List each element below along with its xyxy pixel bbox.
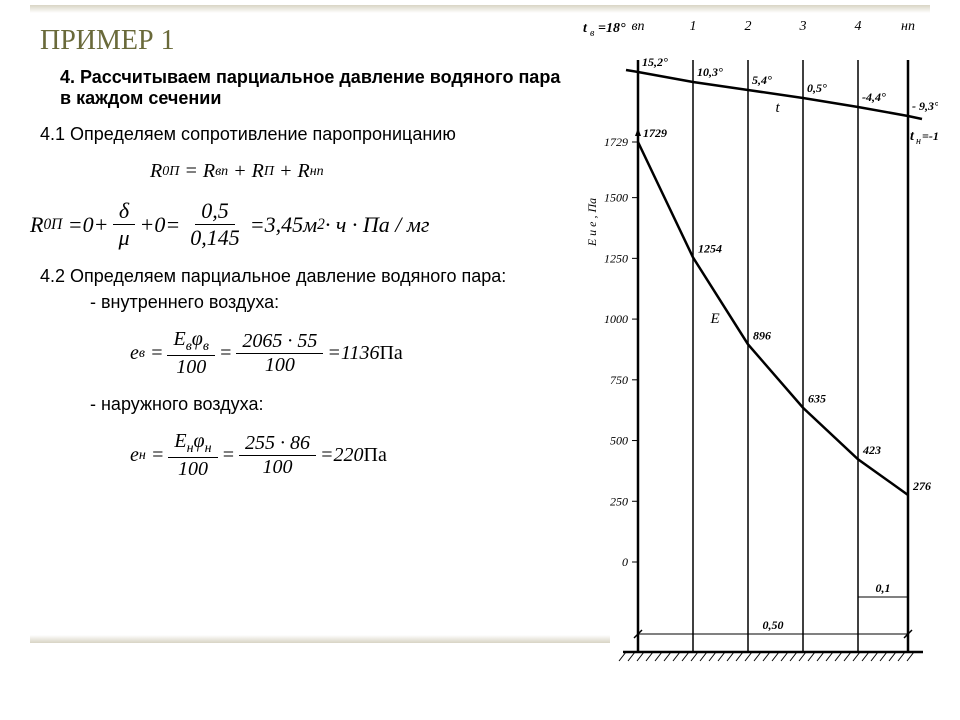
svg-text:5,4°: 5,4° [752,73,772,87]
svg-text:1729: 1729 [643,126,667,140]
svg-text:t: t [910,129,915,144]
svg-text:1729: 1729 [604,135,628,149]
svg-text:276: 276 [912,479,931,493]
svg-text:-4,4°: -4,4° [862,90,886,104]
svg-text:500: 500 [610,434,628,448]
svg-text:1254: 1254 [698,241,722,255]
svg-text:3: 3 [799,19,807,34]
svg-text:нп: нп [901,19,915,34]
svg-text:635: 635 [808,392,826,406]
svg-text:0: 0 [622,555,628,569]
svg-text:в: в [590,28,595,39]
heading-4-2: 4.2 Определяем парциальное давление водя… [40,266,570,287]
svg-text:E: E [710,311,720,327]
svg-text:0,50: 0,50 [763,618,784,632]
svg-text:2: 2 [745,19,752,34]
svg-text:0,1: 0,1 [876,581,891,595]
diagram-wall-section: вп1234нпtв=18°15,2°10,3°5,4°0,5°-4,4°- 9… [578,12,938,702]
heading-4: 4. Рассчитываем парциальное давление вод… [60,67,570,109]
svg-text:Е и е , Па: Е и е , Па [585,198,599,247]
svg-text:423: 423 [862,443,881,457]
svg-text:=-10,2°: =-10,2° [922,129,938,143]
svg-text:15,2°: 15,2° [642,55,668,69]
svg-text:1500: 1500 [604,191,628,205]
svg-text:250: 250 [610,494,628,508]
svg-text:896: 896 [753,328,771,342]
svg-text:0,5°: 0,5° [807,81,827,95]
svg-text:t: t [776,100,781,116]
heading-4-1: 4.1 Определяем сопротивление паропроница… [40,124,570,145]
svg-text:=18°: =18° [598,21,626,36]
svg-text:1000: 1000 [604,312,628,326]
svg-text:10,3°: 10,3° [697,65,723,79]
svg-text:4: 4 [855,19,862,34]
svg-text:750: 750 [610,373,628,387]
svg-text:t: t [583,21,588,36]
svg-text:1250: 1250 [604,251,628,265]
svg-text:1: 1 [690,19,697,34]
svg-text:- 9,3°: - 9,3° [912,99,938,113]
svg-text:н: н [916,136,921,147]
shadow-bottom [30,635,610,643]
svg-text:вп: вп [631,19,644,34]
